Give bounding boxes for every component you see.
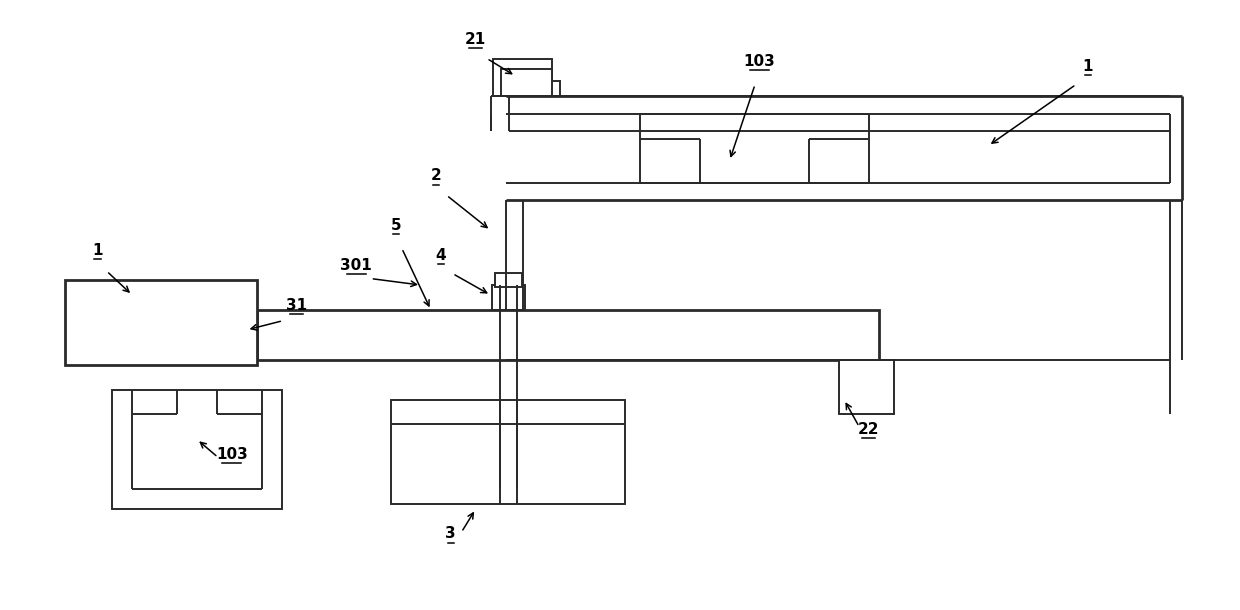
Text: 1: 1 (92, 243, 103, 258)
Text: 31: 31 (286, 298, 308, 312)
Polygon shape (202, 302, 257, 360)
Text: 103: 103 (216, 447, 248, 462)
Polygon shape (491, 285, 526, 310)
Text: 21: 21 (465, 32, 486, 47)
Text: 4: 4 (435, 248, 446, 263)
Text: 3: 3 (445, 526, 456, 542)
Text: 301: 301 (340, 257, 372, 273)
Text: 5: 5 (391, 218, 402, 233)
Polygon shape (113, 390, 281, 509)
Polygon shape (257, 310, 879, 360)
Polygon shape (495, 273, 522, 287)
Polygon shape (839, 360, 894, 415)
Text: 22: 22 (858, 422, 879, 437)
Polygon shape (64, 280, 257, 365)
Text: 1: 1 (1083, 59, 1094, 74)
Polygon shape (492, 59, 560, 96)
Polygon shape (501, 69, 552, 96)
Text: 103: 103 (744, 54, 775, 68)
Text: 2: 2 (430, 168, 441, 183)
Polygon shape (391, 400, 625, 504)
